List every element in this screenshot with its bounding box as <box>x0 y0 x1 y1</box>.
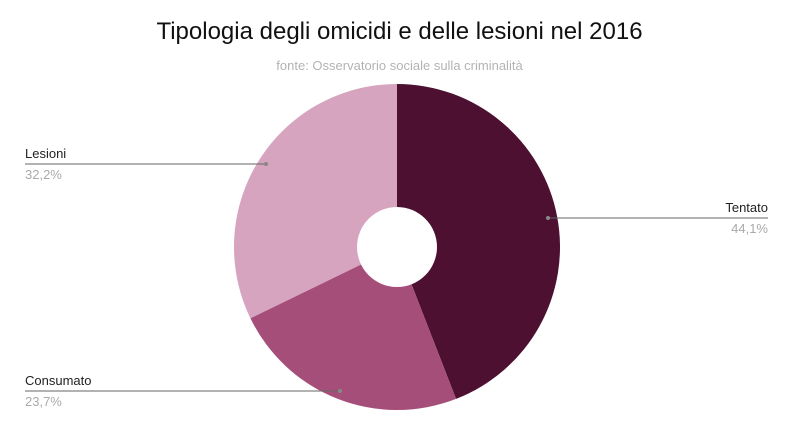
label-consumato: Consumato <box>25 373 92 388</box>
slice-tentato <box>397 84 560 399</box>
value-consumato: 23,7% <box>25 394 62 409</box>
chart-title: Tipologia degli omicidi e delle lesioni … <box>156 18 643 45</box>
value-lesioni: 32,2% <box>25 167 62 182</box>
slice-lesioni <box>234 84 397 319</box>
slice-consumato <box>250 247 457 410</box>
chart-subtitle: fonte: Osservatorio sociale sulla crimin… <box>276 58 523 73</box>
label-lesioni: Lesioni <box>25 146 67 161</box>
value-tentato: 44,1% <box>731 221 768 236</box>
label-tentato: Tentato <box>725 200 768 215</box>
donut-hole <box>357 207 437 287</box>
